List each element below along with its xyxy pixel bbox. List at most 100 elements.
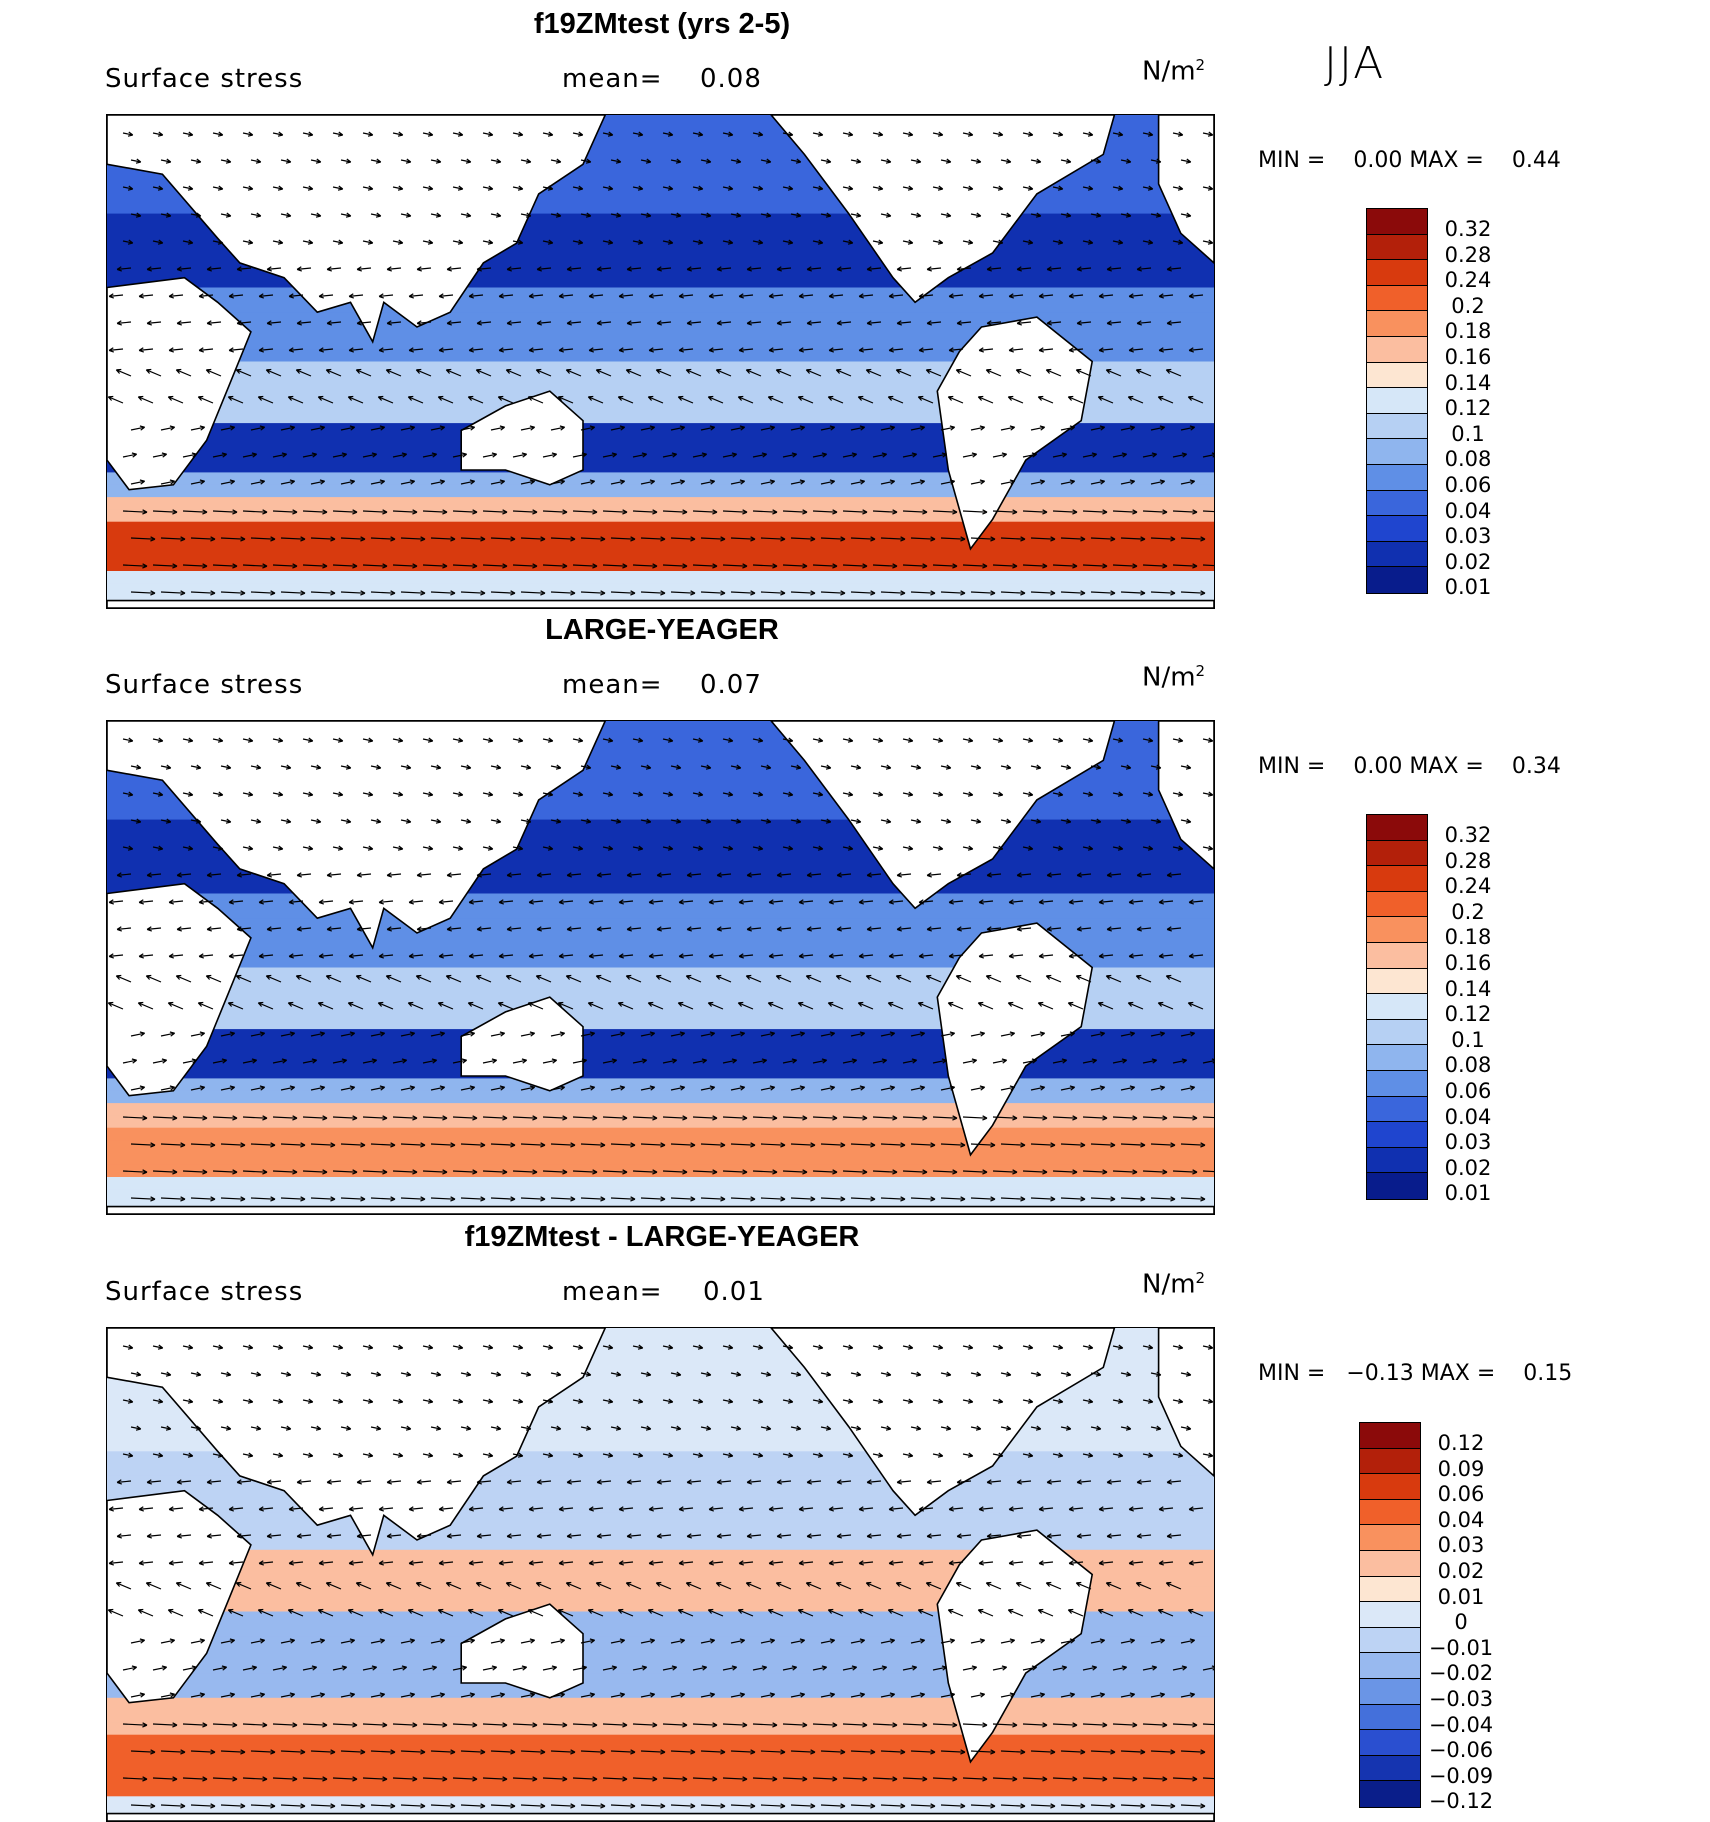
vector-arrow xyxy=(986,872,1002,878)
vector-arrow xyxy=(370,1371,382,1377)
vector-arrow xyxy=(452,1452,464,1458)
vector-arrow xyxy=(655,1581,672,1590)
vector-arrow xyxy=(190,1638,206,1644)
panel-1-units: N/m2 xyxy=(1142,56,1206,87)
vector-arrow xyxy=(310,1196,336,1202)
vector-arrow xyxy=(302,737,314,743)
vector-arrow xyxy=(370,1638,386,1644)
vector-arrow xyxy=(1090,1371,1102,1377)
vector-arrow xyxy=(588,1560,604,1566)
vector-arrow xyxy=(400,1638,416,1644)
vector-arrow xyxy=(296,1479,312,1485)
vector-arrow xyxy=(836,1479,852,1485)
vector-arrow xyxy=(1000,1031,1016,1037)
vector-arrow xyxy=(220,1638,236,1644)
vector-arrow xyxy=(236,266,252,272)
vector-arrow xyxy=(122,185,134,191)
vector-arrow xyxy=(700,1196,726,1202)
land-mass xyxy=(107,276,252,491)
vector-arrow xyxy=(482,1452,494,1458)
stress-band xyxy=(107,1685,1214,1699)
vector-arrow xyxy=(850,212,862,218)
vector-arrow xyxy=(520,818,532,824)
vector-arrow xyxy=(798,899,814,905)
stress-band xyxy=(107,583,1214,597)
vector-arrow xyxy=(1150,764,1162,770)
vector-arrow xyxy=(602,239,614,245)
vector-arrow xyxy=(662,791,674,797)
vector-arrow xyxy=(1180,158,1192,164)
vector-arrow xyxy=(408,347,424,353)
vector-arrow xyxy=(692,1452,704,1458)
vector-arrow xyxy=(1112,1452,1124,1458)
stress-band xyxy=(107,398,1214,412)
vector-arrow xyxy=(947,395,964,404)
vector-arrow xyxy=(220,425,236,431)
vector-arrow xyxy=(130,425,146,431)
vector-arrow xyxy=(1098,1506,1114,1512)
vector-arrow xyxy=(776,320,792,326)
colorbar-swatch xyxy=(1360,1474,1420,1500)
vector-arrow xyxy=(1120,764,1132,770)
vector-arrow xyxy=(422,509,448,515)
vector-arrow xyxy=(746,320,762,326)
vector-arrow xyxy=(340,536,366,542)
land-mass xyxy=(1157,1328,1214,1477)
vector-arrow xyxy=(145,368,162,377)
vector-arrow xyxy=(865,974,882,983)
vector-arrow xyxy=(730,536,756,542)
vector-arrow xyxy=(476,1479,492,1485)
vector-arrow xyxy=(385,1581,402,1590)
vector-arrow xyxy=(542,185,554,191)
vector-arrow xyxy=(227,1608,244,1617)
vector-arrow xyxy=(236,926,252,932)
vector-arrow xyxy=(1202,239,1214,245)
vector-arrow xyxy=(910,212,922,218)
vector-arrow xyxy=(1052,1722,1078,1728)
vector-arrow xyxy=(416,872,432,878)
vector-arrow xyxy=(1180,764,1192,770)
vector-arrow xyxy=(790,764,802,770)
vector-arrow xyxy=(356,266,372,272)
vector-arrow xyxy=(948,953,964,959)
vector-arrow xyxy=(842,845,854,851)
vector-arrow xyxy=(662,185,674,191)
vector-arrow xyxy=(1022,1776,1048,1782)
vector-arrow xyxy=(1172,185,1184,191)
vector-arrow xyxy=(1158,1560,1174,1566)
vector-arrow xyxy=(782,1115,808,1121)
vector-arrow xyxy=(310,1638,326,1644)
vector-arrow xyxy=(167,395,184,404)
vector-arrow xyxy=(632,1776,658,1782)
vector-arrow xyxy=(925,1581,942,1590)
vector-arrow xyxy=(866,320,882,326)
vector-arrow xyxy=(482,131,494,137)
vector-arrow xyxy=(468,899,484,905)
vector-arrow xyxy=(880,1085,896,1091)
vector-arrow xyxy=(1112,737,1124,743)
vector-arrow xyxy=(932,185,944,191)
vector-arrow xyxy=(752,509,778,515)
vector-arrow xyxy=(152,1776,178,1782)
vector-arrow xyxy=(302,1776,328,1782)
land-mass xyxy=(1157,721,1214,870)
stress-band xyxy=(107,1673,1214,1687)
vector-arrow xyxy=(716,872,732,878)
vector-arrow xyxy=(700,479,716,485)
vector-arrow xyxy=(506,926,522,932)
vector-arrow xyxy=(670,536,696,542)
vector-arrow xyxy=(520,1425,532,1431)
vector-arrow xyxy=(280,590,306,596)
vector-arrow xyxy=(1060,590,1086,596)
vector-arrow xyxy=(130,1638,146,1644)
vector-arrow xyxy=(708,953,724,959)
vector-arrow xyxy=(566,266,582,272)
vector-arrow xyxy=(460,590,486,596)
vector-arrow xyxy=(880,1749,906,1755)
vector-arrow xyxy=(272,239,284,245)
vector-arrow xyxy=(1105,974,1122,983)
vector-arrow xyxy=(940,425,956,431)
vector-arrow xyxy=(116,266,132,272)
vector-arrow xyxy=(670,1692,686,1698)
vector-arrow xyxy=(640,1749,666,1755)
